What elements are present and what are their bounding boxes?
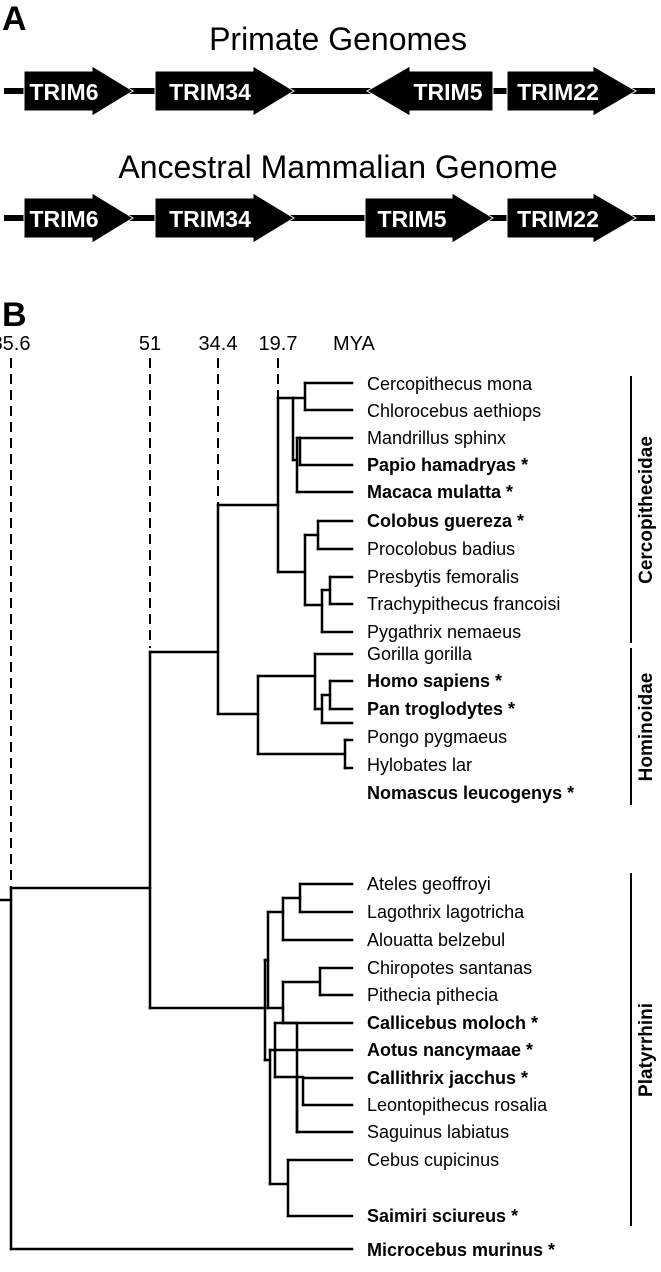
primate-gene-trim34: TRIM34 (154, 65, 295, 117)
taxon-label: Callicebus moloch * (367, 1013, 538, 1033)
taxon-label: Alouatta belzebul (367, 930, 505, 950)
ancestral-genome-title: Ancestral Mammalian Genome (118, 149, 557, 185)
taxon-label: Ateles geoffroyi (367, 874, 491, 894)
taxon-label: Cercopithecus mona (367, 374, 533, 394)
phylogenetic-tree (0, 381, 354, 1251)
primate-genomes-title: Primate Genomes (209, 21, 467, 57)
panel-a-label: A (2, 0, 27, 38)
taxon-label: Chlorocebus aethiops (367, 401, 541, 421)
gene-label: TRIM6 (30, 79, 99, 105)
taxon-label: Hylobates lar (367, 755, 472, 775)
gene-label: TRIM22 (517, 206, 599, 232)
taxon-label: Saimiri sciureus * (367, 1206, 518, 1226)
taxon-label: Leontopithecus rosalia (367, 1095, 548, 1115)
taxon-label: Nomascus leucogenys * (367, 783, 574, 803)
taxon-label: Pithecia pithecia (367, 985, 499, 1005)
taxon-label: Trachypithecus francoisi (367, 594, 560, 614)
timescale-guides (10, 358, 279, 888)
gene-label: TRIM22 (517, 79, 599, 105)
time-tick-label: 51 (139, 333, 161, 355)
time-tick-label: 85.6 (0, 333, 30, 355)
time-tick-label: 34.4 (199, 333, 238, 355)
clade-label-hominoidae: Hominoidae (636, 673, 657, 782)
gene-label: TRIM34 (169, 206, 251, 232)
ancestral-gene-trim5: TRIM5 (364, 192, 494, 244)
primate-gene-trim5: TRIM5 (366, 65, 494, 117)
taxon-label: Papio hamadryas * (367, 455, 528, 475)
taxon-label: Colobus guereza * (367, 511, 524, 531)
taxa-labels: Cercopithecus mona Chlorocebus aethiops … (367, 374, 574, 1260)
taxon-label: Macaca mulatta * (367, 482, 513, 502)
taxon-label: Lagothrix lagotricha (367, 902, 525, 922)
taxon-label: Aotus nancymaae * (367, 1040, 533, 1060)
taxon-label: Microcebus murinus * (367, 1240, 555, 1260)
panel-b-label: B (2, 296, 27, 334)
taxon-label: Pan troglodytes * (367, 699, 515, 719)
taxon-label: Pygathrix nemaeus (367, 622, 521, 642)
gene-label: TRIM5 (414, 79, 483, 105)
taxon-label: Homo sapiens * (367, 671, 502, 691)
time-tick-label: 19.7 (259, 333, 298, 355)
taxon-label: Chiropotes santanas (367, 958, 532, 978)
ancestral-gene-trim6: TRIM6 (23, 192, 134, 244)
taxon-label: Gorilla gorilla (367, 644, 473, 664)
clade-label-cercopithecidae: Cercopithecidae (636, 436, 657, 584)
primate-gene-trim6: TRIM6 (23, 65, 134, 117)
time-unit-label: MYA (333, 333, 376, 355)
gene-label: TRIM5 (378, 206, 447, 232)
taxon-label: Pongo pygmaeus (367, 727, 507, 747)
taxon-label: Callithrix jacchus * (367, 1068, 528, 1088)
ancestral-gene-trim22: TRIM22 (506, 192, 637, 244)
taxon-label: Saguinus labiatus (367, 1122, 509, 1142)
gene-label: TRIM6 (30, 206, 99, 232)
gene-label: TRIM34 (169, 79, 251, 105)
taxon-label: Procolobus badius (367, 539, 515, 559)
taxon-label: Presbytis femoralis (367, 567, 519, 587)
ancestral-gene-trim34: TRIM34 (154, 192, 295, 244)
clade-label-platyrrhini: Platyrrhini (636, 1003, 657, 1097)
taxon-label: Cebus cupicinus (367, 1150, 499, 1170)
primate-gene-trim22: TRIM22 (506, 65, 637, 117)
taxon-label: Mandrillus sphinx (367, 428, 506, 448)
